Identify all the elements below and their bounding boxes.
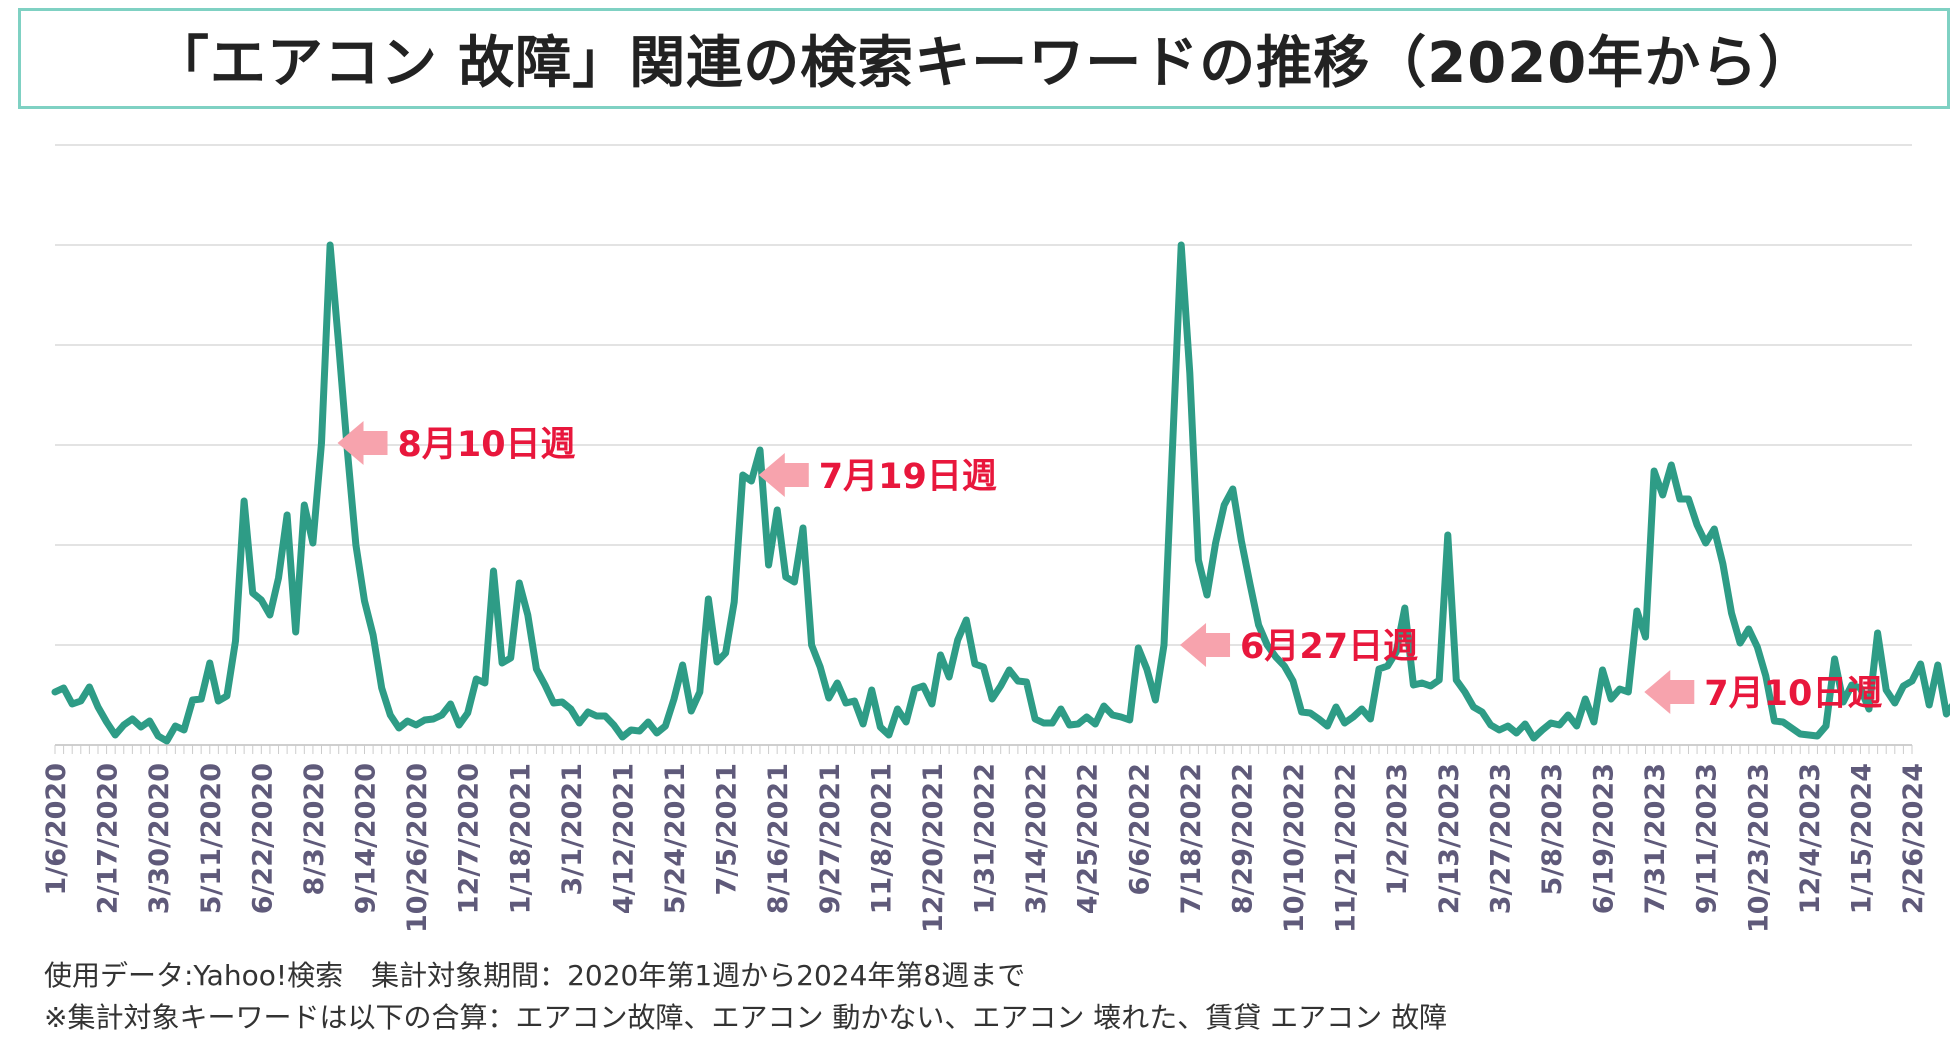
x-tick-label: 6/22/2020 <box>247 763 278 914</box>
x-tick-label: 2/17/2020 <box>93 763 124 914</box>
x-tick-label: 1/31/2022 <box>970 763 1001 914</box>
x-tick-label: 9/11/2023 <box>1692 763 1723 914</box>
x-tick-label: 9/14/2020 <box>351 763 382 914</box>
x-tick-label: 3/30/2020 <box>144 763 175 914</box>
x-tick-label: 6/6/2022 <box>1124 763 1155 895</box>
x-tick-label: 11/8/2021 <box>866 763 897 914</box>
chart-area: 1/6/2020 2/17/2020 3/30/2020 5/11/2020 6/22/… <box>0 120 1950 950</box>
x-tick-label: 10/26/2020 <box>402 763 433 933</box>
keyword-note: ※集計対象キーワードは以下の合算：エアコン故障、エアコン 動かない、エアコン 壊… <box>44 1001 1448 1034</box>
x-tick-label: 12/20/2021 <box>918 763 949 933</box>
x-tick-label: 1/6/2020 <box>41 763 72 895</box>
peak-arrow-icon <box>1644 670 1695 714</box>
x-tick-label: 1/15/2024 <box>1846 763 1877 914</box>
peak-label: 7月10日週 <box>1704 674 1882 714</box>
peak-label: 8月10日週 <box>398 425 576 465</box>
x-tick-label: 3/27/2023 <box>1485 763 1516 914</box>
x-tick-label: 5/11/2020 <box>196 763 227 914</box>
chart-title: 「エアコン 故障」関連の検索キーワードの推移（2020年から） <box>152 31 1816 96</box>
x-tick-label: 5/24/2021 <box>660 763 691 914</box>
x-tick-label: 2/26/2024 <box>1898 763 1929 914</box>
footnotes: 使用データ:Yahoo!検索 集計対象期間：2020年第1週から2024年第8週… <box>44 955 1447 1039</box>
x-tick-label: 3/1/2021 <box>557 763 588 895</box>
x-tick-label: 4/25/2022 <box>1073 763 1104 914</box>
x-tick-label: 8/29/2022 <box>1227 763 1258 914</box>
x-tick-label: 12/7/2020 <box>454 763 485 914</box>
peak-arrow-icon <box>758 453 809 497</box>
x-tick-label: 10/10/2022 <box>1279 763 1310 933</box>
x-tick-label: 7/5/2021 <box>712 763 743 895</box>
x-tick-label: 1/18/2021 <box>505 763 536 914</box>
x-tick-label: 8/3/2020 <box>299 763 330 895</box>
peak-arrow-icon <box>1180 623 1231 667</box>
peak-label: 6月27日週 <box>1240 627 1418 667</box>
x-tick-label: 7/31/2023 <box>1640 763 1671 914</box>
line-chart: 1/6/2020 2/17/2020 3/30/2020 5/11/2020 6/22/… <box>41 144 1950 933</box>
x-tick-label: 12/4/2023 <box>1795 763 1826 914</box>
peak-label: 7月19日週 <box>819 457 997 497</box>
data-source-note: 使用データ:Yahoo!検索 集計対象期間：2020年第1週から2024年第8週… <box>44 959 1026 992</box>
x-tick-label: 3/14/2022 <box>1021 763 1052 914</box>
x-tick-label: 5/8/2023 <box>1537 763 1568 895</box>
peak-arrow-icon <box>337 421 388 465</box>
series-line <box>51 241 1950 745</box>
x-tick-label: 6/19/2023 <box>1589 763 1620 914</box>
x-tick-label: 4/12/2021 <box>608 763 639 914</box>
x-tick-label: 10/23/2023 <box>1743 763 1774 933</box>
x-tick-label: 11/21/2022 <box>1331 763 1362 933</box>
chart-title-box: 「エアコン 故障」関連の検索キーワードの推移（2020年から） <box>18 8 1950 109</box>
x-tick-label: 2/13/2023 <box>1434 763 1465 914</box>
x-tick-label: 7/18/2022 <box>1176 763 1207 914</box>
x-tick-label: 9/27/2021 <box>815 763 846 914</box>
x-tick-label: 8/16/2021 <box>763 763 794 914</box>
x-tick-label: 1/2/2023 <box>1382 763 1413 895</box>
